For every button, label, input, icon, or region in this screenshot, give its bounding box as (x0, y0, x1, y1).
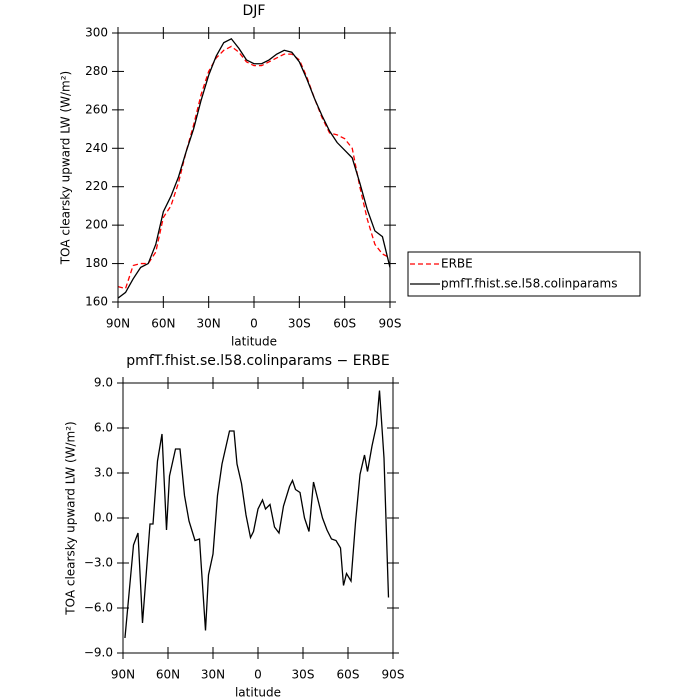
y-tick-label: 160 (85, 295, 108, 309)
y-tick-label: 6.0 (94, 421, 113, 435)
y-tick-label: −9.0 (84, 646, 113, 660)
x-tick-label: 90S (379, 317, 402, 331)
chart: pmfT.fhist.se.l58.colinparams − ERBE lati… (64, 353, 405, 700)
x-tick-label: 30N (197, 317, 221, 331)
y-axis-label: TOA clearsky upward LW (W/m²) (64, 421, 78, 615)
data-line (117, 37, 391, 299)
legend-box (407, 251, 641, 297)
y-tick-label: −3.0 (84, 556, 113, 570)
y-tick-label: 200 (85, 218, 108, 232)
x-tick-label: 0 (254, 668, 262, 682)
y-axis-label: TOA clearsky upward LW (W/m²) (59, 71, 73, 265)
y-tick-label: 220 (85, 179, 108, 193)
x-tick-label: 30S (288, 317, 311, 331)
x-tick-label: 0 (250, 317, 258, 331)
x-tick-label: 30N (201, 668, 225, 682)
x-tick-label: 60S (333, 317, 356, 331)
legend-label: pmfT.fhist.se.l58.colinparams (441, 277, 617, 291)
y-tick-label: 240 (85, 141, 108, 155)
y-tick-label: 180 (85, 256, 108, 270)
data-line (117, 45, 391, 290)
x-tick-label: 60N (156, 668, 180, 682)
x-axis-label: latitude (231, 335, 277, 349)
plot-frame (117, 32, 391, 303)
x-tick-label: 60S (337, 668, 360, 682)
x-tick-label: 60N (151, 317, 175, 331)
x-tick-label: 30S (292, 668, 315, 682)
y-tick-label: 9.0 (94, 376, 113, 390)
x-axis-label: latitude (235, 686, 281, 700)
y-tick-label: 0.0 (94, 511, 113, 525)
x-tick-label: 90S (382, 668, 405, 682)
y-tick-label: 300 (85, 26, 108, 40)
y-tick-label: −6.0 (84, 601, 113, 615)
chart-title: pmfT.fhist.se.l58.colinparams − ERBE (126, 353, 390, 369)
x-tick-label: 90N (106, 317, 130, 331)
plot-frame (122, 382, 394, 654)
data-line (124, 390, 390, 639)
x-tick-label: 90N (111, 668, 135, 682)
y-tick-label: 3.0 (94, 466, 113, 480)
y-tick-label: 260 (85, 102, 108, 116)
chart: DJF latitude TOA clearsky upward LW (W/m²)… (59, 3, 641, 349)
legend-label: ERBE (441, 257, 473, 271)
y-tick-label: 280 (85, 64, 108, 78)
chart-title: DJF (243, 3, 266, 19)
